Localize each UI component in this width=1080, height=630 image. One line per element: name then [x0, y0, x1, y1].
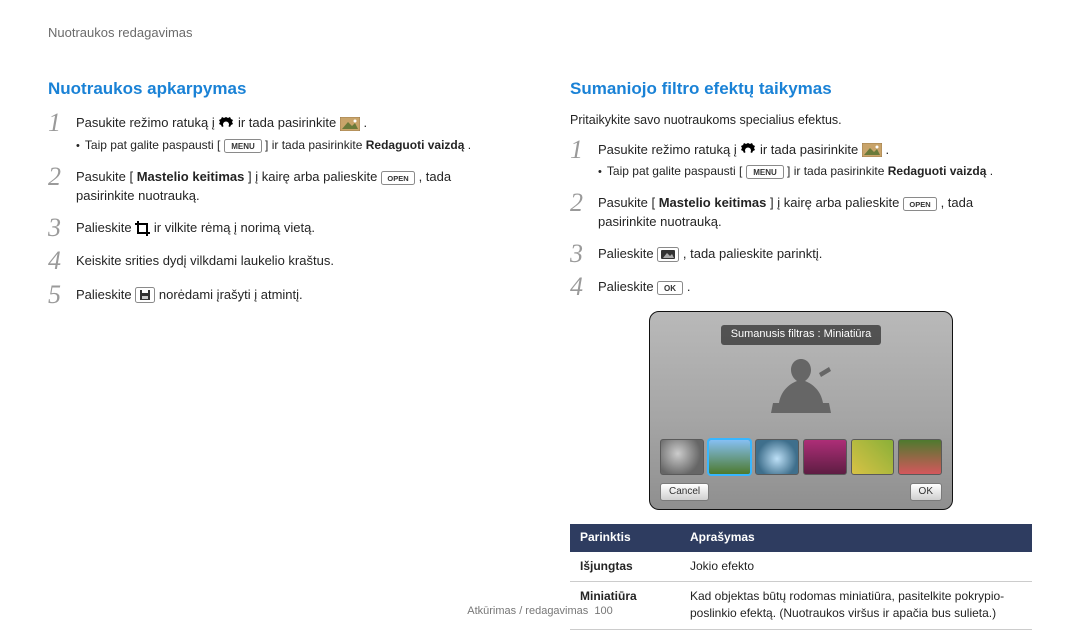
text: Taip pat galite paspausti [ — [607, 164, 742, 178]
step-number: 1 — [570, 138, 588, 182]
crop-icon — [135, 221, 150, 236]
step-number: 2 — [48, 165, 66, 206]
bold-text: Mastelio keitimas — [137, 169, 245, 184]
preview-thumbnails — [660, 439, 942, 475]
text: . — [468, 138, 471, 152]
text: Palieskite — [76, 220, 135, 235]
text: . — [990, 164, 993, 178]
text: . — [687, 279, 691, 294]
text: Palieskite — [598, 279, 657, 294]
bold-text: Mastelio keitimas — [659, 195, 767, 210]
filter-thumb[interactable] — [660, 439, 704, 475]
left-step-5: 5 Palieskite norėdami įrašyti į atmintį. — [48, 283, 510, 306]
preview-overlay-label: Sumanusis filtras : Miniatiūra — [721, 325, 882, 345]
page-header: Nuotraukos redagavimas — [48, 24, 1032, 43]
step-number: 4 — [48, 249, 66, 272]
svg-text:MENU: MENU — [753, 168, 777, 177]
table-row: Išjungtas Jokio efekto — [570, 552, 1032, 582]
text: Pasukite [ — [76, 169, 133, 184]
text: Keiskite srities dydį vilkdami laukelio … — [76, 253, 334, 268]
step-number: 1 — [48, 111, 66, 155]
menu-icon: MENU — [746, 165, 784, 179]
preview-cancel-button[interactable]: Cancel — [660, 483, 709, 502]
left-step-2: 2 Pasukite [ Mastelio keitimas ] į kairę… — [48, 165, 510, 206]
effect-picker-icon — [657, 247, 679, 262]
left-step-4: 4 Keiskite srities dydį vilkdami laukeli… — [48, 249, 510, 272]
open-button-icon: OPEN — [903, 197, 937, 211]
photo-thumbnail-icon — [862, 143, 882, 157]
footer-label: Atkūrimas / redagavimas — [467, 605, 588, 617]
page-footer: Atkūrimas / redagavimas 100 — [48, 604, 1032, 620]
right-column: Sumaniojo filtro efektų taikymas Pritaik… — [570, 77, 1032, 630]
text: Pasukite [ — [598, 195, 655, 210]
filter-preview-screenshot: Sumanusis filtras : Miniatiūra Cancel OK — [649, 311, 953, 510]
svg-text:MENU: MENU — [231, 142, 255, 151]
gear-icon — [740, 143, 756, 158]
preview-ok-button[interactable]: OK — [910, 483, 942, 502]
two-column-layout: Nuotraukos apkarpymas 1 Pasukite režimo … — [48, 77, 1032, 630]
svg-text:OK: OK — [664, 284, 676, 293]
left-column: Nuotraukos apkarpymas 1 Pasukite režimo … — [48, 77, 510, 630]
text: ] ir tada pasirinkite — [265, 138, 366, 152]
text: ] į kairę arba palieskite — [770, 195, 903, 210]
right-intro: Pritaikykite savo nuotraukoms specialius… — [570, 111, 1032, 129]
table-cell-option: Išjungtas — [570, 552, 680, 582]
text: Palieskite — [76, 287, 135, 302]
left-step-1: 1 Pasukite režimo ratuką į ir tada pasir… — [48, 111, 510, 155]
ok-button-icon: OK — [657, 281, 683, 295]
text: ir vilkite rėmą į norimą vietą. — [154, 220, 315, 235]
preview-silhouette — [660, 351, 942, 433]
text: ] ir tada pasirinkite — [787, 164, 888, 178]
text: norėdami įrašyti į atmintį. — [159, 287, 303, 302]
menu-icon: MENU — [224, 139, 262, 153]
right-step-2: 2 Pasukite [ Mastelio keitimas ] į kairę… — [570, 191, 1032, 232]
text: Pasukite režimo ratuką į — [76, 115, 218, 130]
filter-thumb[interactable] — [898, 439, 942, 475]
text: Taip pat galite paspausti [ — [85, 138, 220, 152]
open-button-icon: OPEN — [381, 171, 415, 185]
left-section-title: Nuotraukos apkarpymas — [48, 77, 510, 102]
step-number: 3 — [570, 242, 588, 265]
filter-thumb[interactable] — [803, 439, 847, 475]
text: ] į kairę arba palieskite — [248, 169, 381, 184]
step-number: 5 — [48, 283, 66, 306]
svg-text:OPEN: OPEN — [387, 174, 408, 183]
svg-text:OPEN: OPEN — [909, 200, 930, 209]
right-section-title: Sumaniojo filtro efektų taikymas — [570, 77, 1032, 102]
photo-thumbnail-icon — [340, 117, 360, 131]
filter-thumb[interactable] — [755, 439, 799, 475]
table-cell-description: Jokio efekto — [680, 552, 1032, 582]
text: . — [885, 142, 889, 157]
text: Palieskite — [598, 246, 657, 261]
sub-note: Taip pat galite paspausti [ MENU ] ir ta… — [76, 137, 510, 155]
gear-icon — [218, 117, 234, 132]
footer-page: 100 — [594, 605, 612, 617]
bold-text: Redaguoti vaizdą — [888, 164, 987, 178]
step-number: 4 — [570, 275, 588, 298]
right-step-3: 3 Palieskite , tada palieskite parinktį. — [570, 242, 1032, 265]
step-number: 2 — [570, 191, 588, 232]
text: ir tada pasirinkite — [760, 142, 862, 157]
text: , tada palieskite parinktį. — [683, 246, 822, 261]
step-number: 3 — [48, 216, 66, 239]
save-disk-icon — [135, 287, 155, 303]
table-header-option: Parinktis — [570, 524, 680, 551]
table-header-description: Aprašymas — [680, 524, 1032, 551]
right-step-4: 4 Palieskite OK . — [570, 275, 1032, 298]
text: . — [363, 115, 367, 130]
filter-thumb-selected[interactable] — [708, 439, 752, 475]
right-step-1: 1 Pasukite režimo ratuką į ir tada pasir… — [570, 138, 1032, 182]
bold-text: Redaguoti vaizdą — [366, 138, 465, 152]
filter-thumb[interactable] — [851, 439, 895, 475]
text: Pasukite režimo ratuką į — [598, 142, 740, 157]
text: ir tada pasirinkite — [238, 115, 340, 130]
left-step-3: 3 Palieskite ir vilkite rėmą į norimą vi… — [48, 216, 510, 239]
sub-note: Taip pat galite paspausti [ MENU ] ir ta… — [598, 163, 1032, 181]
